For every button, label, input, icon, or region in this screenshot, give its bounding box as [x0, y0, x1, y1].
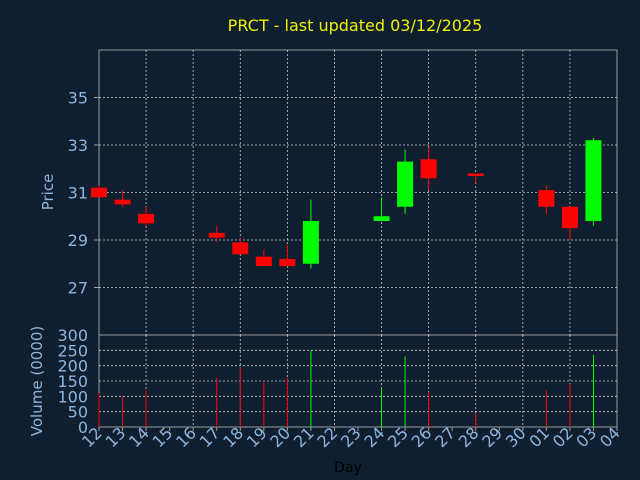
candle-body [255, 256, 272, 267]
candle-body [91, 187, 107, 198]
candle-body [373, 216, 390, 221]
volume-tick-label: 0 [78, 418, 88, 437]
x-tick-label: 04 [596, 423, 624, 451]
volume-tick-label: 100 [57, 387, 88, 406]
candle-body [232, 242, 249, 255]
x-axis-label: Day [334, 460, 362, 476]
volume-tick-label: 50 [68, 403, 88, 422]
price-tick-label: 29 [68, 231, 88, 250]
candle-body [538, 190, 555, 207]
candle-body [585, 140, 602, 221]
candle-body [420, 159, 437, 179]
candle-body [114, 199, 131, 205]
volume-tick-label: 250 [57, 341, 88, 360]
candle-body [302, 221, 319, 264]
candle-body [208, 232, 225, 238]
candle-body [467, 173, 484, 176]
volume-axis-label: Volume (0000) [28, 326, 46, 436]
chart-title: PRCT - last updated 03/12/2025 [228, 16, 483, 35]
candle-body [138, 213, 155, 224]
price-tick-label: 33 [68, 136, 88, 155]
volume-tick-label: 300 [57, 326, 88, 345]
candle-body [561, 206, 578, 229]
volume-tick-label: 150 [57, 372, 88, 391]
price-tick-label: 35 [68, 89, 88, 108]
price-tick-label: 31 [68, 184, 88, 203]
volume-tick-label: 200 [57, 357, 88, 376]
price-tick-label: 27 [68, 279, 88, 298]
candle-body [279, 259, 296, 267]
candle-body [397, 161, 414, 207]
price-axis-label: Price [39, 174, 57, 211]
